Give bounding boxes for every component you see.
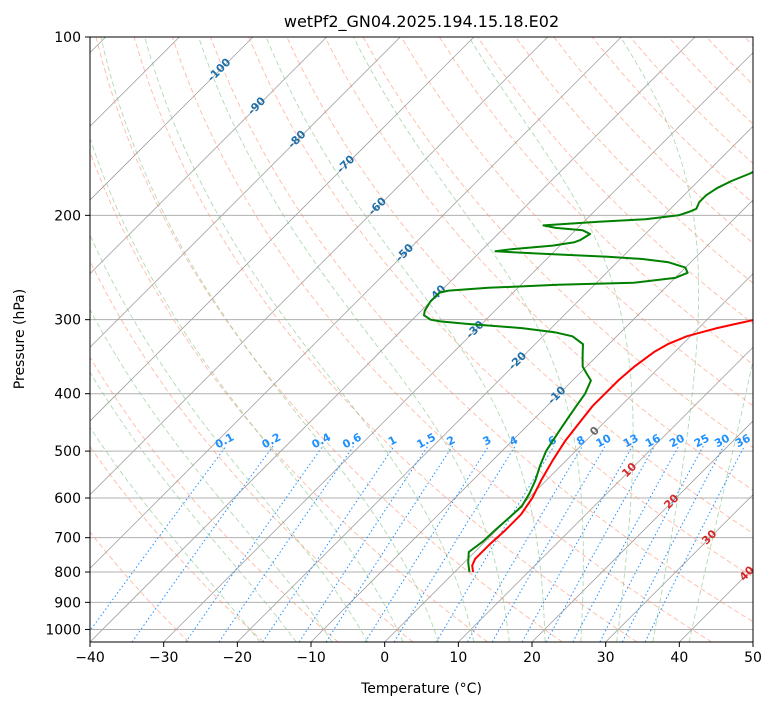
mixing-ratio-line (393, 445, 516, 642)
y-tick-label: 1000 (45, 622, 81, 638)
dry-adiabat (90, 531, 190, 642)
mixing-ratio-line (218, 445, 355, 642)
mixing-ratio-line (435, 445, 555, 642)
x-tick-label: 0 (380, 650, 389, 666)
dry-adiabat (90, 445, 264, 642)
mixing-ratio-label: 36 (733, 431, 753, 450)
mixing-ratio-line (521, 445, 633, 642)
dry-adiabat (210, 37, 753, 623)
y-tick-label: 300 (54, 313, 81, 329)
y-tick-label: 800 (54, 565, 81, 581)
mixing-ratio-line (545, 445, 656, 642)
x-tick-label: 40 (670, 650, 688, 666)
x-tick-label: −10 (296, 650, 326, 666)
moist-adiabat (90, 234, 369, 642)
isotherm-line (237, 125, 753, 642)
mixing-ratio-label: 13 (621, 432, 641, 451)
dry-adiabat (133, 37, 638, 642)
isotherm-line (90, 37, 696, 642)
mixing-ratio-line (364, 445, 490, 642)
x-tick-label: 20 (523, 650, 541, 666)
axis-ticks: −40 −30 −20 −10 0 10 20 30 40 50 100 200 300 400 500 60… (45, 30, 762, 666)
mixing-ratio-line (644, 445, 746, 642)
isotherm-line (458, 346, 753, 642)
chart-title: wetPf2_GN04.2025.194.15.18.E02 (284, 12, 559, 32)
y-tick-label: 600 (54, 491, 81, 507)
isotherm-line (90, 37, 254, 201)
x-tick-label: 10 (449, 650, 467, 666)
dry-adiabat (95, 37, 563, 642)
mixing-ratio-line (185, 445, 324, 642)
mixing-ratio-label: 30 (712, 431, 732, 450)
mixing-ratio-label: 25 (692, 432, 712, 451)
y-tick-label: 700 (54, 531, 81, 547)
moist-adiabat (100, 37, 439, 642)
mixing-ratio-line (298, 445, 429, 642)
y-tick-label: 100 (54, 30, 81, 46)
dry-adiabat (171, 37, 712, 642)
plot-area-background (90, 37, 753, 642)
dry-adiabat (90, 150, 488, 642)
mixing-ratio-line (467, 445, 584, 642)
isotherm-line (90, 37, 327, 275)
mixing-ratio-line (262, 445, 395, 642)
mixing-ratio-line (325, 445, 454, 642)
moist-adiabat (265, 37, 546, 642)
y-tick-label: 200 (54, 208, 81, 224)
moist-adiabat (90, 136, 404, 642)
x-tick-label: −30 (149, 650, 179, 666)
isotherm-line (605, 494, 753, 642)
isotherm-line (90, 37, 622, 569)
isotherm-line (163, 52, 753, 642)
moist-adiabat (90, 371, 297, 642)
dry-adiabat (515, 37, 753, 284)
moist-adiabat (90, 308, 333, 642)
x-axis-title: Temperature (°C) (360, 681, 482, 697)
x-tick-label: 30 (597, 650, 615, 666)
dewpoint-line (423, 170, 753, 573)
y-tick-label: 900 (54, 595, 81, 611)
isotherm-line (531, 420, 753, 642)
moist-adiabat (620, 37, 700, 642)
mixing-ratio-label: 20 (667, 431, 687, 450)
dry-adiabat (90, 356, 339, 642)
y-axis-title: Pressure (hPa) (12, 289, 28, 389)
mixing-ratio-label: 10 (594, 431, 614, 450)
moist-adiabat (468, 37, 634, 642)
isotherm-line (384, 273, 753, 642)
y-tick-label: 400 (54, 387, 81, 403)
moist-adiabat (198, 37, 510, 642)
dry-adiabat (324, 37, 753, 491)
mixing-ratio-line (621, 445, 725, 642)
isotherm-line (90, 37, 475, 422)
x-tick-label: −40 (75, 650, 105, 666)
mixing-ratio-label: 16 (643, 431, 663, 450)
x-tick-label: 50 (744, 650, 762, 666)
mixing-ratio-line (131, 445, 274, 642)
temperature-line (471, 319, 753, 573)
x-tick-label: −20 (223, 650, 253, 666)
dry-adiabat (90, 259, 414, 642)
isotherm-line (90, 37, 401, 348)
moist-adiabat (688, 358, 753, 642)
moist-adiabat (144, 37, 475, 642)
isotherm-line (90, 37, 548, 496)
sounding-series (423, 170, 753, 573)
dry-adiabat (248, 37, 753, 578)
y-tick-label: 500 (54, 444, 81, 460)
dry-adiabat (400, 37, 753, 407)
plot-frame (89, 36, 754, 643)
